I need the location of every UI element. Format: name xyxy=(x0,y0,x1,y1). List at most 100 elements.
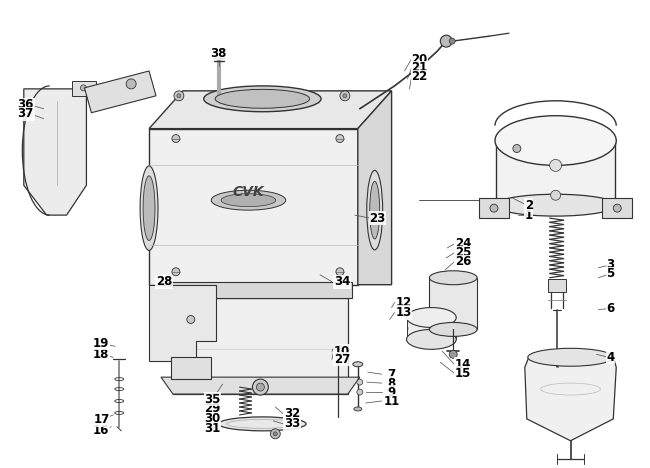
Ellipse shape xyxy=(528,348,614,366)
Circle shape xyxy=(440,35,452,47)
Text: 7: 7 xyxy=(387,368,396,380)
Ellipse shape xyxy=(406,307,456,328)
Polygon shape xyxy=(406,317,456,339)
Text: 8: 8 xyxy=(387,377,396,389)
Circle shape xyxy=(550,160,562,171)
Text: 13: 13 xyxy=(395,306,411,319)
Text: 2: 2 xyxy=(525,199,533,212)
Ellipse shape xyxy=(218,417,306,431)
Polygon shape xyxy=(171,357,211,379)
Polygon shape xyxy=(173,298,348,394)
Polygon shape xyxy=(24,89,86,215)
Circle shape xyxy=(273,432,278,436)
Text: 35: 35 xyxy=(205,393,221,405)
Text: 28: 28 xyxy=(156,275,172,288)
Text: 27: 27 xyxy=(333,353,350,366)
Polygon shape xyxy=(149,285,216,361)
Text: 14: 14 xyxy=(455,358,471,371)
Circle shape xyxy=(256,383,265,391)
Ellipse shape xyxy=(430,322,477,336)
Text: 23: 23 xyxy=(370,212,386,225)
Polygon shape xyxy=(149,129,358,285)
Circle shape xyxy=(81,85,86,91)
Polygon shape xyxy=(161,377,360,394)
Text: 31: 31 xyxy=(205,422,221,435)
Text: 3: 3 xyxy=(606,258,614,271)
Text: 10: 10 xyxy=(333,345,350,358)
Circle shape xyxy=(449,351,457,358)
Ellipse shape xyxy=(370,181,380,239)
Circle shape xyxy=(252,379,268,395)
Text: 24: 24 xyxy=(455,237,471,250)
Ellipse shape xyxy=(406,329,456,349)
Text: 37: 37 xyxy=(18,107,34,120)
Circle shape xyxy=(336,268,344,276)
Circle shape xyxy=(172,268,180,276)
Circle shape xyxy=(490,204,498,212)
Circle shape xyxy=(270,429,280,439)
Text: 9: 9 xyxy=(387,386,396,399)
Circle shape xyxy=(614,204,621,212)
Ellipse shape xyxy=(215,89,309,108)
Text: 33: 33 xyxy=(284,417,300,431)
Text: 17: 17 xyxy=(93,413,109,426)
Text: 38: 38 xyxy=(211,47,227,59)
Circle shape xyxy=(357,389,363,395)
Circle shape xyxy=(551,190,560,200)
Polygon shape xyxy=(603,198,632,218)
Polygon shape xyxy=(496,140,616,205)
Ellipse shape xyxy=(430,271,477,285)
Text: 21: 21 xyxy=(411,61,428,74)
Text: 11: 11 xyxy=(384,395,400,408)
Text: 5: 5 xyxy=(606,267,614,280)
Text: 26: 26 xyxy=(455,256,471,268)
Polygon shape xyxy=(72,81,96,96)
Circle shape xyxy=(172,135,180,143)
Ellipse shape xyxy=(203,86,321,112)
Text: 15: 15 xyxy=(455,366,471,380)
Circle shape xyxy=(449,38,455,44)
Text: 1: 1 xyxy=(525,209,533,222)
Ellipse shape xyxy=(495,194,616,216)
Text: 29: 29 xyxy=(205,402,221,416)
Text: 20: 20 xyxy=(411,52,428,66)
Polygon shape xyxy=(479,198,509,218)
Circle shape xyxy=(336,135,344,143)
Ellipse shape xyxy=(211,190,286,210)
Ellipse shape xyxy=(143,176,155,241)
Polygon shape xyxy=(430,278,477,329)
Circle shape xyxy=(126,79,136,89)
Ellipse shape xyxy=(353,362,363,367)
Text: 25: 25 xyxy=(455,246,471,259)
Ellipse shape xyxy=(495,116,616,165)
Polygon shape xyxy=(548,279,566,292)
Text: 19: 19 xyxy=(93,337,109,350)
Text: 4: 4 xyxy=(606,351,614,364)
Text: 6: 6 xyxy=(606,302,614,315)
Circle shape xyxy=(513,145,521,153)
Text: 36: 36 xyxy=(18,98,34,111)
Ellipse shape xyxy=(354,407,362,411)
Ellipse shape xyxy=(140,166,158,250)
Circle shape xyxy=(187,315,195,323)
Ellipse shape xyxy=(334,345,342,349)
Text: 34: 34 xyxy=(333,275,350,288)
Ellipse shape xyxy=(367,170,383,250)
Text: 18: 18 xyxy=(93,348,109,361)
Circle shape xyxy=(177,94,181,98)
Ellipse shape xyxy=(221,194,276,207)
Polygon shape xyxy=(358,91,391,285)
Polygon shape xyxy=(166,282,352,298)
Circle shape xyxy=(174,91,184,101)
Polygon shape xyxy=(84,71,156,113)
Polygon shape xyxy=(525,357,616,441)
Text: 22: 22 xyxy=(411,71,428,83)
Text: CVK: CVK xyxy=(233,185,265,199)
Text: 30: 30 xyxy=(205,412,221,425)
Circle shape xyxy=(357,379,363,385)
Polygon shape xyxy=(149,91,391,129)
Circle shape xyxy=(340,91,350,101)
Text: 12: 12 xyxy=(395,296,411,309)
Text: 16: 16 xyxy=(93,424,109,437)
Text: 32: 32 xyxy=(284,408,300,420)
